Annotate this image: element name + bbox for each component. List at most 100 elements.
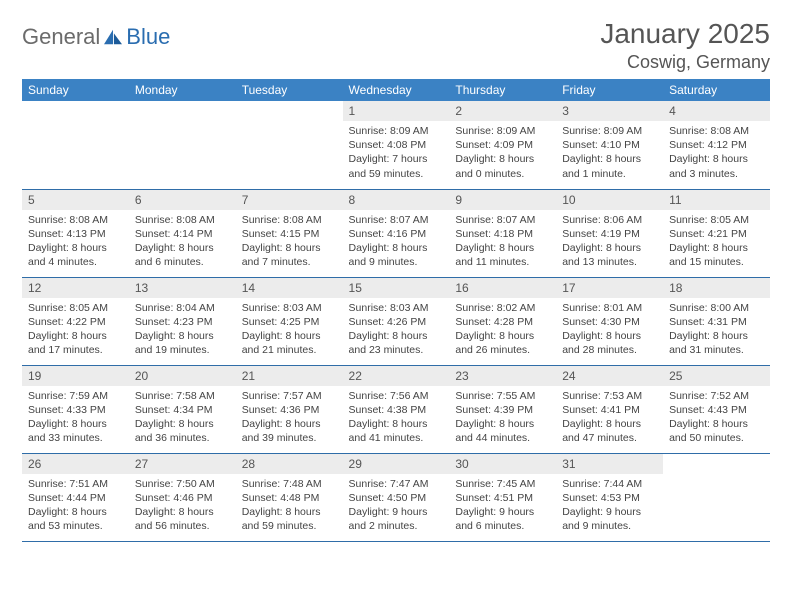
- day-data: Sunrise: 8:03 AMSunset: 4:25 PMDaylight:…: [236, 298, 343, 362]
- calendar-day-cell: 28Sunrise: 7:48 AMSunset: 4:48 PMDayligh…: [236, 453, 343, 541]
- day-data: Sunrise: 8:08 AMSunset: 4:13 PMDaylight:…: [22, 210, 129, 274]
- calendar-day-cell: 14Sunrise: 8:03 AMSunset: 4:25 PMDayligh…: [236, 277, 343, 365]
- calendar-day-cell: 5Sunrise: 8:08 AMSunset: 4:13 PMDaylight…: [22, 189, 129, 277]
- calendar-day-cell: 8Sunrise: 8:07 AMSunset: 4:16 PMDaylight…: [343, 189, 450, 277]
- day-data: Sunrise: 8:08 AMSunset: 4:12 PMDaylight:…: [663, 121, 770, 185]
- day-number: 4: [663, 101, 770, 121]
- weekday-header: Thursday: [449, 79, 556, 101]
- calendar-day-cell: 13Sunrise: 8:04 AMSunset: 4:23 PMDayligh…: [129, 277, 236, 365]
- calendar-day-cell: 15Sunrise: 8:03 AMSunset: 4:26 PMDayligh…: [343, 277, 450, 365]
- calendar-day-cell: 12Sunrise: 8:05 AMSunset: 4:22 PMDayligh…: [22, 277, 129, 365]
- calendar-week-row: 12Sunrise: 8:05 AMSunset: 4:22 PMDayligh…: [22, 277, 770, 365]
- day-data: Sunrise: 7:51 AMSunset: 4:44 PMDaylight:…: [22, 474, 129, 538]
- calendar-day-cell: 19Sunrise: 7:59 AMSunset: 4:33 PMDayligh…: [22, 365, 129, 453]
- calendar-week-row: 5Sunrise: 8:08 AMSunset: 4:13 PMDaylight…: [22, 189, 770, 277]
- weekday-header: Tuesday: [236, 79, 343, 101]
- day-data: Sunrise: 8:09 AMSunset: 4:10 PMDaylight:…: [556, 121, 663, 185]
- day-data: Sunrise: 8:04 AMSunset: 4:23 PMDaylight:…: [129, 298, 236, 362]
- calendar-table: SundayMondayTuesdayWednesdayThursdayFrid…: [22, 79, 770, 542]
- day-data: Sunrise: 8:03 AMSunset: 4:26 PMDaylight:…: [343, 298, 450, 362]
- calendar-day-cell: 7Sunrise: 8:08 AMSunset: 4:15 PMDaylight…: [236, 189, 343, 277]
- day-number: 18: [663, 278, 770, 298]
- day-data: Sunrise: 8:06 AMSunset: 4:19 PMDaylight:…: [556, 210, 663, 274]
- day-data: Sunrise: 8:02 AMSunset: 4:28 PMDaylight:…: [449, 298, 556, 362]
- day-number: 17: [556, 278, 663, 298]
- calendar-day-cell: 11Sunrise: 8:05 AMSunset: 4:21 PMDayligh…: [663, 189, 770, 277]
- day-number: 21: [236, 366, 343, 386]
- weekday-header: Friday: [556, 79, 663, 101]
- calendar-day-cell: [663, 453, 770, 541]
- day-data: Sunrise: 8:08 AMSunset: 4:14 PMDaylight:…: [129, 210, 236, 274]
- calendar-day-cell: 30Sunrise: 7:45 AMSunset: 4:51 PMDayligh…: [449, 453, 556, 541]
- calendar-week-row: 1Sunrise: 8:09 AMSunset: 4:08 PMDaylight…: [22, 101, 770, 189]
- calendar-day-cell: 10Sunrise: 8:06 AMSunset: 4:19 PMDayligh…: [556, 189, 663, 277]
- day-number: 23: [449, 366, 556, 386]
- calendar-day-cell: 21Sunrise: 7:57 AMSunset: 4:36 PMDayligh…: [236, 365, 343, 453]
- location-label: Coswig, Germany: [600, 52, 770, 73]
- brand-text-b: Blue: [126, 24, 170, 50]
- day-number: 16: [449, 278, 556, 298]
- day-number: 2: [449, 101, 556, 121]
- day-number: 24: [556, 366, 663, 386]
- calendar-day-cell: 23Sunrise: 7:55 AMSunset: 4:39 PMDayligh…: [449, 365, 556, 453]
- month-title: January 2025: [600, 18, 770, 50]
- weekday-header: Sunday: [22, 79, 129, 101]
- day-data: Sunrise: 7:57 AMSunset: 4:36 PMDaylight:…: [236, 386, 343, 450]
- day-number: 22: [343, 366, 450, 386]
- calendar-day-cell: 9Sunrise: 8:07 AMSunset: 4:18 PMDaylight…: [449, 189, 556, 277]
- calendar-day-cell: [22, 101, 129, 189]
- weekday-header: Wednesday: [343, 79, 450, 101]
- day-number: 8: [343, 190, 450, 210]
- day-data: Sunrise: 8:05 AMSunset: 4:21 PMDaylight:…: [663, 210, 770, 274]
- day-number: 13: [129, 278, 236, 298]
- day-data: Sunrise: 7:52 AMSunset: 4:43 PMDaylight:…: [663, 386, 770, 450]
- calendar-day-cell: 1Sunrise: 8:09 AMSunset: 4:08 PMDaylight…: [343, 101, 450, 189]
- calendar-day-cell: 2Sunrise: 8:09 AMSunset: 4:09 PMDaylight…: [449, 101, 556, 189]
- day-number: 28: [236, 454, 343, 474]
- calendar-day-cell: 6Sunrise: 8:08 AMSunset: 4:14 PMDaylight…: [129, 189, 236, 277]
- day-number: 9: [449, 190, 556, 210]
- day-data: Sunrise: 7:59 AMSunset: 4:33 PMDaylight:…: [22, 386, 129, 450]
- day-data: Sunrise: 7:50 AMSunset: 4:46 PMDaylight:…: [129, 474, 236, 538]
- calendar-day-cell: 16Sunrise: 8:02 AMSunset: 4:28 PMDayligh…: [449, 277, 556, 365]
- day-data: Sunrise: 8:09 AMSunset: 4:08 PMDaylight:…: [343, 121, 450, 185]
- day-data: Sunrise: 7:56 AMSunset: 4:38 PMDaylight:…: [343, 386, 450, 450]
- calendar-week-row: 19Sunrise: 7:59 AMSunset: 4:33 PMDayligh…: [22, 365, 770, 453]
- day-number: 12: [22, 278, 129, 298]
- weekday-header: Saturday: [663, 79, 770, 101]
- day-number: 20: [129, 366, 236, 386]
- day-number: 11: [663, 190, 770, 210]
- day-data: Sunrise: 8:08 AMSunset: 4:15 PMDaylight:…: [236, 210, 343, 274]
- calendar-day-cell: 4Sunrise: 8:08 AMSunset: 4:12 PMDaylight…: [663, 101, 770, 189]
- day-data: Sunrise: 7:47 AMSunset: 4:50 PMDaylight:…: [343, 474, 450, 538]
- day-number: 6: [129, 190, 236, 210]
- day-data: Sunrise: 7:53 AMSunset: 4:41 PMDaylight:…: [556, 386, 663, 450]
- day-data: Sunrise: 7:44 AMSunset: 4:53 PMDaylight:…: [556, 474, 663, 538]
- calendar-day-cell: 27Sunrise: 7:50 AMSunset: 4:46 PMDayligh…: [129, 453, 236, 541]
- weekday-header-row: SundayMondayTuesdayWednesdayThursdayFrid…: [22, 79, 770, 101]
- calendar-week-row: 26Sunrise: 7:51 AMSunset: 4:44 PMDayligh…: [22, 453, 770, 541]
- day-data: Sunrise: 7:55 AMSunset: 4:39 PMDaylight:…: [449, 386, 556, 450]
- day-number: 10: [556, 190, 663, 210]
- day-data: Sunrise: 8:00 AMSunset: 4:31 PMDaylight:…: [663, 298, 770, 362]
- calendar-day-cell: 31Sunrise: 7:44 AMSunset: 4:53 PMDayligh…: [556, 453, 663, 541]
- day-data: Sunrise: 7:58 AMSunset: 4:34 PMDaylight:…: [129, 386, 236, 450]
- day-number: 19: [22, 366, 129, 386]
- calendar-day-cell: 17Sunrise: 8:01 AMSunset: 4:30 PMDayligh…: [556, 277, 663, 365]
- day-number: 31: [556, 454, 663, 474]
- brand-text-a: General: [22, 24, 100, 50]
- day-number: 1: [343, 101, 450, 121]
- day-data: Sunrise: 8:01 AMSunset: 4:30 PMDaylight:…: [556, 298, 663, 362]
- calendar-day-cell: 26Sunrise: 7:51 AMSunset: 4:44 PMDayligh…: [22, 453, 129, 541]
- calendar-body: 1Sunrise: 8:09 AMSunset: 4:08 PMDaylight…: [22, 101, 770, 541]
- day-data: Sunrise: 7:48 AMSunset: 4:48 PMDaylight:…: [236, 474, 343, 538]
- day-data: Sunrise: 8:05 AMSunset: 4:22 PMDaylight:…: [22, 298, 129, 362]
- calendar-day-cell: 18Sunrise: 8:00 AMSunset: 4:31 PMDayligh…: [663, 277, 770, 365]
- calendar-day-cell: 20Sunrise: 7:58 AMSunset: 4:34 PMDayligh…: [129, 365, 236, 453]
- calendar-day-cell: 22Sunrise: 7:56 AMSunset: 4:38 PMDayligh…: [343, 365, 450, 453]
- day-data: Sunrise: 8:07 AMSunset: 4:18 PMDaylight:…: [449, 210, 556, 274]
- brand-sail-icon: [102, 28, 124, 46]
- calendar-day-cell: 29Sunrise: 7:47 AMSunset: 4:50 PMDayligh…: [343, 453, 450, 541]
- calendar-day-cell: 3Sunrise: 8:09 AMSunset: 4:10 PMDaylight…: [556, 101, 663, 189]
- header: General Blue January 2025 Coswig, German…: [22, 18, 770, 73]
